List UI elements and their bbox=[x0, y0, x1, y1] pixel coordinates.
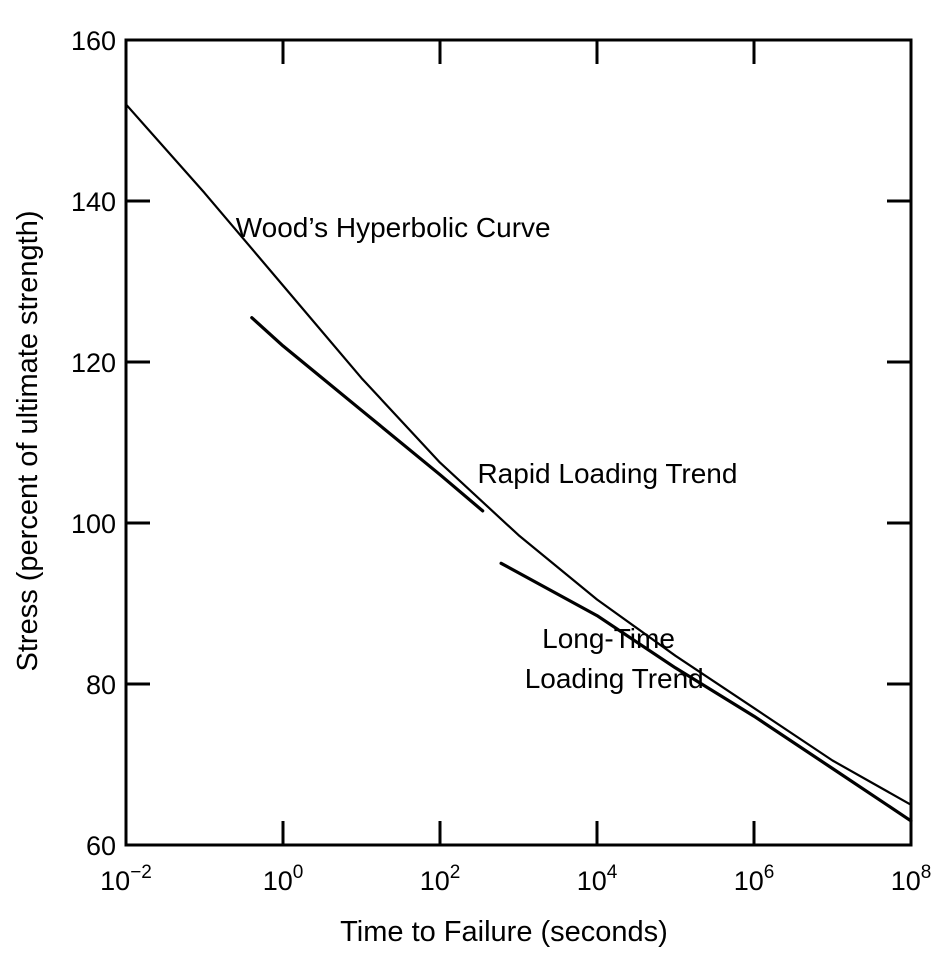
y-tick-label: 160 bbox=[71, 26, 116, 56]
y-axis-title: Stress (percent of ultimate strength) bbox=[12, 211, 44, 672]
y-tick-label: 100 bbox=[71, 509, 116, 539]
annotation-label: Long-Time bbox=[542, 623, 675, 654]
y-tick-label: 140 bbox=[71, 187, 116, 217]
x-tick-label: 108 bbox=[891, 862, 932, 896]
x-axis-title: Time to Failure (seconds) bbox=[340, 916, 668, 948]
series-line-long-time-loading-trend bbox=[499, 561, 913, 823]
series-lines bbox=[124, 103, 913, 823]
annotation-label: Loading Trend bbox=[525, 663, 704, 694]
annotation-label: Rapid Loading Trend bbox=[477, 458, 737, 489]
y-tick-label: 120 bbox=[71, 348, 116, 378]
y-tick-label: 60 bbox=[86, 831, 116, 861]
x-tick-label: 102 bbox=[420, 862, 461, 896]
x-tick-label: 10−2 bbox=[100, 862, 152, 896]
series-line-wood-s-hyperbolic-curve bbox=[124, 103, 913, 806]
x-tick-label: 106 bbox=[734, 862, 775, 896]
x-tick-label: 100 bbox=[263, 862, 304, 896]
series-line-rapid-loading-trend bbox=[250, 316, 485, 513]
y-tick-label: 80 bbox=[86, 670, 116, 700]
axis-ticks bbox=[124, 38, 913, 847]
plot-border bbox=[124, 38, 913, 847]
annotation-label: Wood’s Hyperbolic Curve bbox=[236, 212, 551, 243]
labels: 60 80 100 120 140 160 10−2 100 102 104 106 108 Wood’… bbox=[71, 26, 931, 896]
x-tick-label: 104 bbox=[577, 862, 618, 896]
plot-frame bbox=[124, 38, 913, 847]
